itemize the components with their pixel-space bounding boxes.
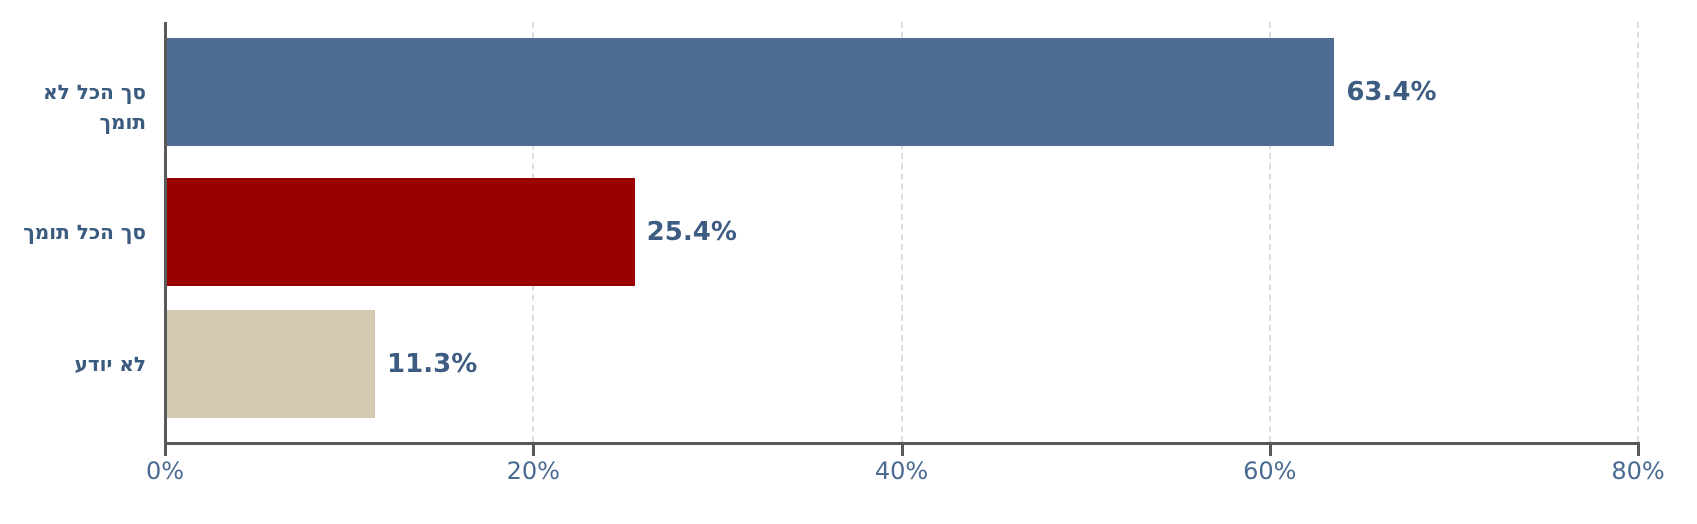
x-axis-tick-label: 60% <box>1243 457 1297 485</box>
x-axis-tick-20 <box>532 442 536 456</box>
value-label: 63.4% <box>1346 77 1437 107</box>
gridline-80 <box>1637 22 1639 442</box>
y-axis-line <box>164 22 167 442</box>
value-label: 25.4% <box>646 217 737 247</box>
x-axis-tick-label: 20% <box>506 457 560 485</box>
x-axis-tick-0 <box>164 442 167 456</box>
category-label: סך הכל תומך <box>23 220 146 244</box>
category-label: סך הכל לא תומך <box>43 80 146 134</box>
x-axis-tick-label: 0% <box>145 457 185 485</box>
x-axis-tick-80 <box>1637 442 1640 456</box>
gridline-60 <box>1268 22 1271 442</box>
value-label: 11.3% <box>387 349 478 379</box>
x-axis-tick-40 <box>900 442 904 456</box>
bar-segment <box>167 38 1335 146</box>
category-label: לא יודע <box>74 352 146 376</box>
x-axis-tick-label: 40% <box>874 457 929 485</box>
x-axis-tick-label: 80% <box>1611 457 1665 485</box>
gridline-40 <box>900 22 903 442</box>
bar-segment <box>167 178 635 286</box>
bar-segment <box>167 310 376 418</box>
x-axis-tick-60 <box>1268 442 1272 456</box>
